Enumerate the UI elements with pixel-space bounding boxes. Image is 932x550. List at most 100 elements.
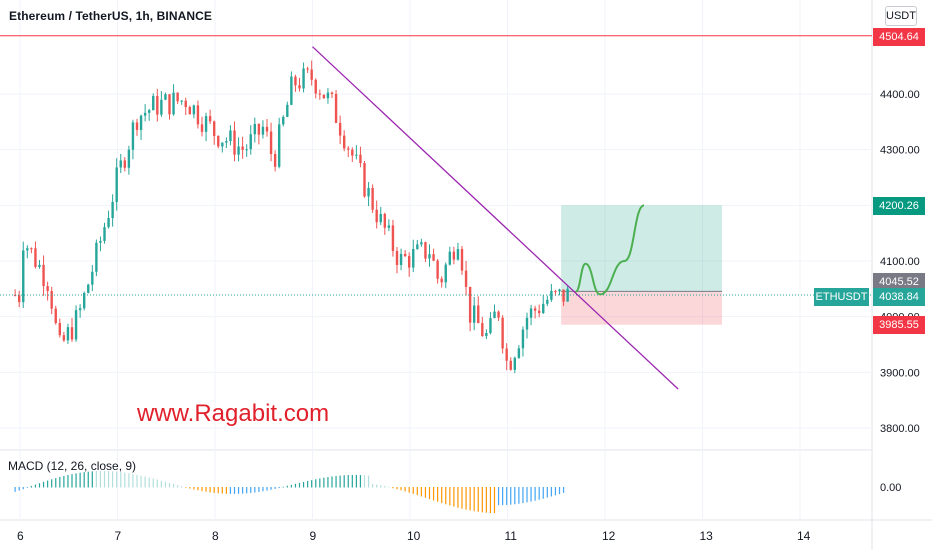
macd-bar (558, 487, 561, 495)
candle-body (261, 126, 265, 135)
candle-body (420, 242, 423, 245)
macd-bar (546, 487, 548, 498)
macd-bar (83, 472, 85, 488)
candle-body (245, 149, 248, 151)
profit-zone[interactable] (561, 205, 722, 292)
macd-bar (477, 487, 479, 512)
macd-bar (270, 487, 272, 490)
macd-bar (254, 487, 256, 493)
projection-curve[interactable] (575, 204, 645, 296)
macd-bar (323, 477, 325, 488)
macd-bar (156, 479, 158, 488)
candlestick-series (13, 60, 569, 374)
macd-bar (461, 487, 463, 509)
candle-body (257, 123, 261, 135)
macd-bar (79, 472, 81, 488)
candle-body (440, 278, 443, 283)
candle-body (550, 290, 553, 300)
macd-bar (307, 480, 309, 488)
time-axis[interactable]: 6 7 8 9 10 11 12 13 14 (17, 529, 811, 543)
macd-bar (367, 475, 370, 488)
loss-zone[interactable] (561, 291, 722, 325)
macd-bar (522, 487, 524, 504)
candle-body (529, 308, 533, 318)
candle-body (525, 317, 529, 330)
candle-body (298, 85, 301, 89)
candle-body (290, 76, 293, 105)
candle-body (152, 95, 155, 111)
macd-bar (177, 485, 179, 488)
entry-price-tag: 4045.52 (873, 273, 925, 291)
time-tick-label: 6 (17, 529, 24, 543)
macd-bar (75, 473, 77, 488)
candle-body (107, 217, 110, 228)
candle-body (481, 323, 484, 337)
macd-bar (428, 487, 431, 500)
candle-body (286, 104, 289, 117)
macd-bar (63, 475, 65, 488)
candle-body (212, 121, 216, 136)
macd-bar (497, 487, 500, 506)
macd-bar (233, 487, 236, 494)
long-position-box[interactable] (561, 205, 722, 325)
macd-indicator-label[interactable]: MACD (12, 26, close, 9) (8, 459, 137, 473)
candle-body (294, 76, 297, 86)
macd-bar (213, 487, 215, 493)
trend-line[interactable] (312, 46, 679, 390)
candle-body (91, 271, 94, 285)
time-tick-label: 8 (212, 529, 219, 543)
macd-bar (457, 487, 459, 508)
candle-body (395, 250, 399, 265)
macd-bar (128, 473, 130, 488)
candle-body (180, 100, 183, 102)
candle-body (460, 249, 464, 271)
grid (0, 0, 872, 520)
macd-bar (197, 487, 199, 491)
currency-button[interactable]: USDT (885, 6, 917, 26)
macd-bar (506, 487, 508, 505)
macd-bar (485, 487, 487, 513)
macd-bar (140, 475, 142, 488)
candle-body (192, 105, 196, 115)
macd-bar (493, 487, 496, 514)
candle-body (558, 289, 561, 292)
macd-bar (266, 487, 268, 491)
candle-body (310, 69, 313, 80)
macd-bar (246, 487, 248, 494)
candle-body (355, 154, 358, 156)
macd-bar (518, 487, 520, 504)
candle-body (537, 310, 541, 314)
macd-bar (282, 486, 284, 488)
macd-zero-label: 0.00 (880, 482, 901, 494)
macd-bar (258, 487, 260, 492)
macd-bar (465, 487, 467, 510)
macd-bar (116, 471, 118, 488)
symbol-title[interactable]: Ethereum / TetherUS, 1h, BINANCE (9, 9, 213, 23)
macd-bar (562, 487, 565, 493)
candle-body (509, 360, 512, 370)
candle-body (127, 149, 131, 168)
time-tick-label: 11 (505, 529, 518, 543)
candle-body (387, 225, 391, 228)
macd-bar (221, 487, 223, 494)
candle-body (273, 154, 277, 167)
candle-body (521, 329, 525, 349)
time-tick-label: 14 (797, 529, 811, 543)
candle-body (277, 124, 281, 167)
candle-body (156, 95, 159, 115)
candle-body (237, 146, 240, 155)
candle-body (379, 213, 382, 223)
macd-bar (152, 478, 154, 488)
macd-bar (67, 475, 69, 488)
candle-body (74, 310, 78, 340)
candle-body (334, 93, 338, 123)
macd-bar (14, 487, 16, 492)
candle-body (322, 94, 326, 99)
watermark-text: www.Ragabit.com (137, 400, 330, 427)
candle-body (436, 260, 439, 279)
drawings-layer[interactable] (0, 35, 872, 390)
candle-body (326, 92, 330, 99)
candle-body (103, 227, 106, 241)
